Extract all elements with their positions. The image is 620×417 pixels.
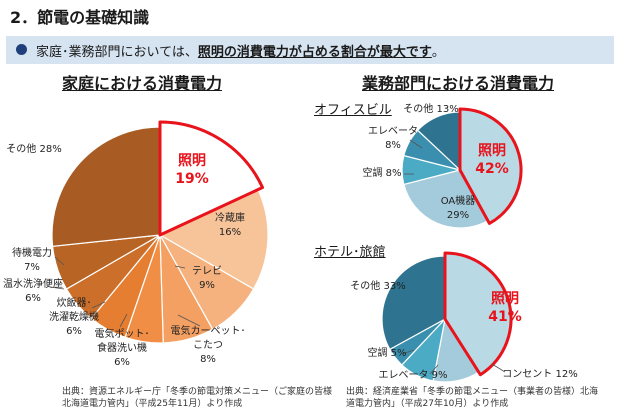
household-source: 出典：資源エネルギー庁「冬季の節電対策メニュー（ご家庭の皆様 北海道電力管内」（…: [62, 386, 332, 410]
household-slice--: [51, 126, 161, 247]
summary-banner: [6, 36, 614, 64]
business-source: 出典：経済産業省「冬季の節電メニュー（事業者の皆様）北海 道電力管内」（平成27…: [346, 386, 598, 410]
household-source-line1: 出典：資源エネルギー庁「冬季の節電対策メニュー（ご家庭の皆様: [62, 387, 333, 397]
hotel-pie: 照明 41% コンセント 12% エレベータ 9% 空調 5% その他 33%: [350, 251, 578, 383]
summary-highlight: 照明の消費電力が占める割合が最大です: [197, 45, 432, 60]
household-heading: 家庭における消費電力: [62, 74, 223, 93]
household-leader-line: [49, 286, 65, 290]
household-leader-line: [54, 256, 65, 266]
household-leader-line: [119, 313, 128, 328]
business-heading: 業務部門における消費電力: [362, 74, 555, 93]
household-slice--: [158, 188, 269, 290]
office-label--: 照明 42%: [475, 143, 509, 177]
office-label-OA-: OA機器 29%: [441, 194, 476, 221]
household-label--: 照明 19%: [175, 153, 209, 187]
household-label--: その他 28%: [6, 142, 61, 155]
business-source-line1: 出典：経済産業省「冬季の節電メニュー（事業者の皆様）北海: [346, 387, 599, 397]
household-label--: 冷蔵庫 16%: [215, 211, 245, 238]
household-label--: 電気カーペット･こたつ 8%: [171, 324, 246, 365]
office-leader-line: [409, 139, 423, 149]
household-leader-line: [177, 314, 201, 327]
summary-text: 家庭･業務部門においては、照明の消費電力が占める割合が最大です。: [36, 41, 445, 60]
hotel-slice--: [381, 255, 446, 351]
business-source-line2: 道電力管内」（平成27年10月）より作成: [346, 399, 509, 409]
summary-post: 。: [431, 45, 445, 60]
hotel-highlight-outline: [443, 251, 513, 377]
hotel-leader-line: [429, 364, 439, 375]
household-label--: 炊飯器･洗濯乾燥機 6%: [49, 296, 99, 337]
household-leader-line: [91, 301, 106, 309]
office-label--: その他 13%: [403, 102, 458, 115]
household-label--: 電気ポット･食器洗い機 6%: [95, 327, 150, 368]
bullet-icon: [16, 44, 27, 55]
hotel-label--: 空調 5%: [367, 346, 406, 359]
household-label--: 温水洗浄便座 6%: [3, 277, 63, 304]
hotel-label--: エレベータ 9%: [378, 369, 447, 381]
household-label--: 待機電力 7%: [12, 246, 52, 273]
hotel-leader-line: [401, 349, 415, 355]
hotel-label--: その他 33%: [350, 279, 405, 292]
household-pie: 照明 19%冷蔵庫 16% テレビ 9% 電気カーペット･こたつ 8% 電気ポット･食器洗い機…: [3, 120, 269, 368]
office-subtitle: オフィスビル: [314, 103, 392, 118]
office-label--: エレベータ 8%: [368, 125, 418, 151]
hotel-subtitle: ホテル･旅館: [314, 245, 386, 260]
household-source-line2: 北海道電力管内」（平成25年11月）より作成: [62, 399, 243, 409]
summary-pre: 家庭･業務部門においては、: [36, 45, 198, 60]
page-title: 2．節電の基礎知識: [10, 8, 150, 27]
household-highlight-outline: [158, 120, 265, 237]
hotel-label--: 照明 41%: [488, 291, 522, 325]
household-label--: テレビ 9%: [192, 265, 222, 291]
office-pie: 照明 42% OA機器 29% 空調 8% エレベータ 8% その他 13%: [362, 102, 523, 229]
household-leader-line: [174, 265, 186, 269]
hotel-label--: コンセント 12%: [502, 368, 577, 380]
office-label--: 空調 8%: [362, 166, 401, 179]
hotel-leader-line: [491, 363, 506, 373]
office-highlight-outline: [458, 107, 523, 225]
